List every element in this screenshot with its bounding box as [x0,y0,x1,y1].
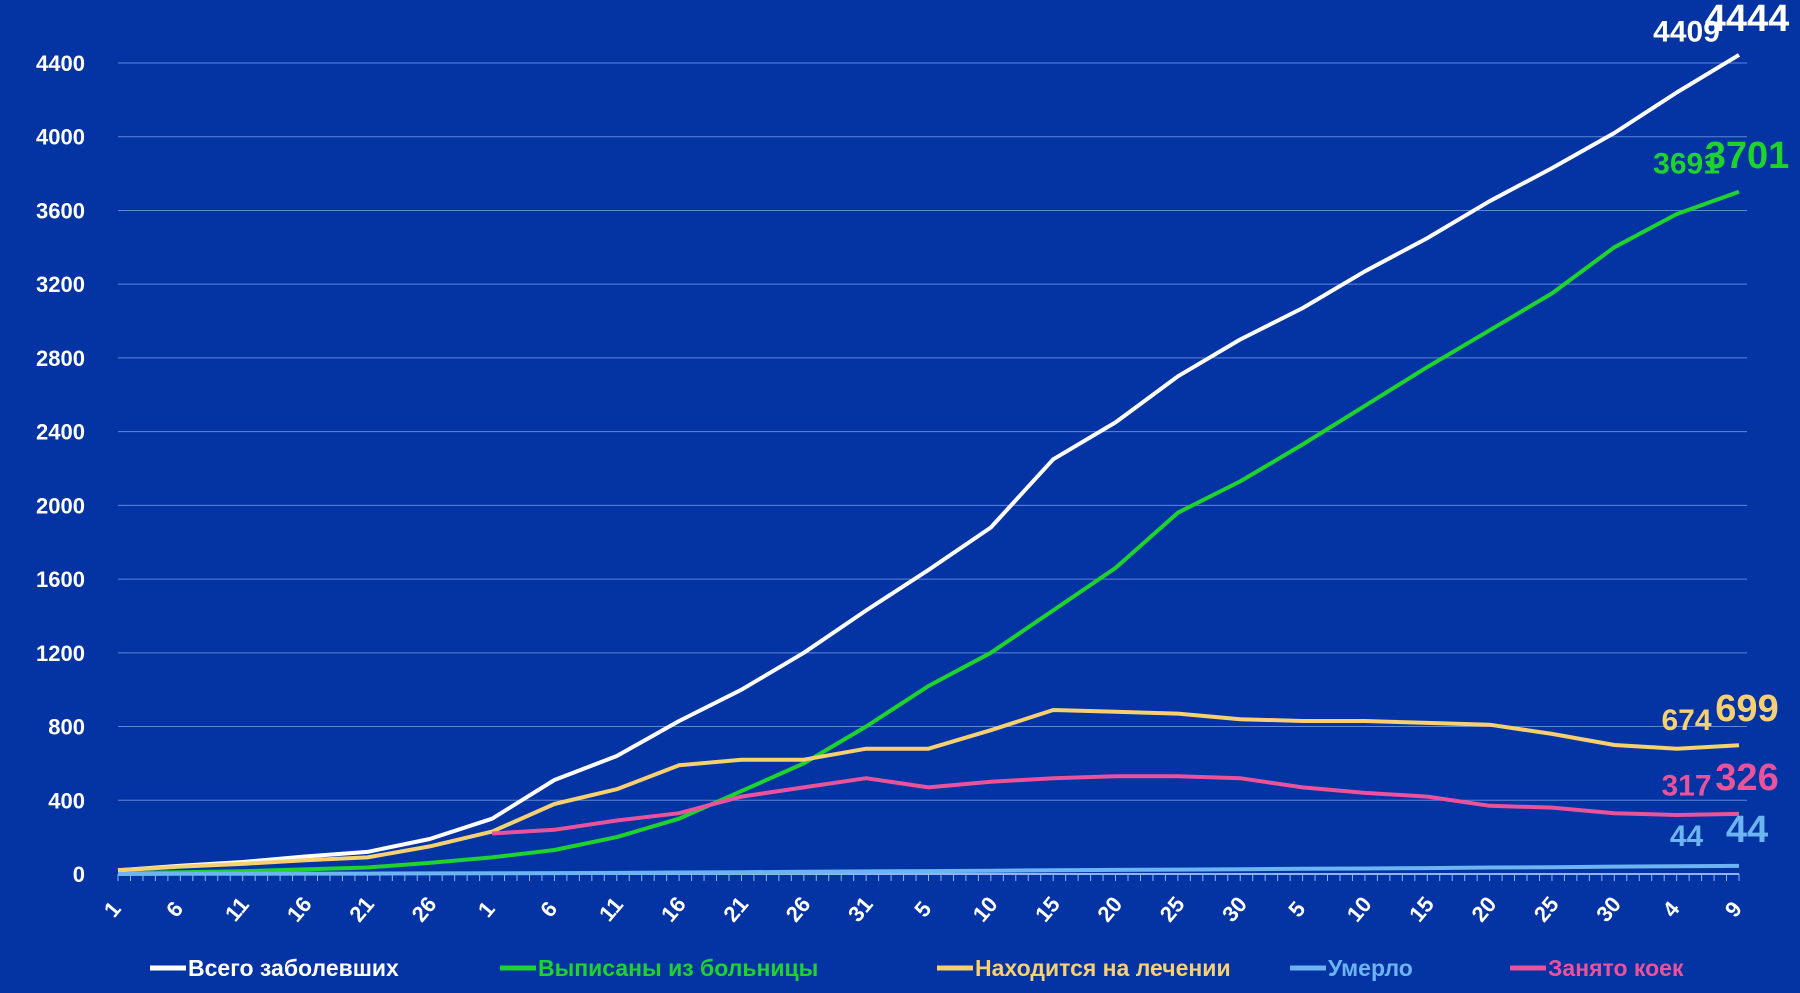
x-tick-label: 20 [1466,892,1501,927]
x-tick-label: 30 [1217,892,1252,927]
x-tick-label: 6 [535,896,562,921]
x-tick-label: 26 [407,892,442,927]
x-tick-label: 20 [1092,892,1127,927]
x-tick-label: 21 [718,892,753,927]
x-tick-label: 10 [1342,892,1377,927]
data-label: 44 [1670,820,1704,853]
y-tick-label: 3600 [36,198,85,223]
legend-label: Занято коек [1548,955,1684,981]
y-tick-label: 3200 [36,272,85,297]
x-tick-label: 5 [909,896,936,921]
y-tick-label: 2400 [36,420,85,445]
y-tick-label: 0 [73,862,85,887]
data-label: 317 [1661,770,1711,803]
x-tick-label: 15 [1030,892,1065,927]
x-tick-label: 31 [843,892,878,927]
data-label: 326 [1715,757,1778,799]
y-tick-label: 2000 [36,493,85,518]
x-tick-label: 16 [282,892,317,927]
data-label: 44 [1726,809,1768,851]
x-tick-label: 9 [1720,896,1747,921]
x-tick-label: 21 [344,892,379,927]
x-tick-label: 1 [473,896,500,921]
y-tick-label: 1200 [36,641,85,666]
series-line-4 [491,774,1740,836]
x-tick-label: 4 [1657,896,1685,922]
y-tick-label: 800 [48,715,85,740]
x-tick-label: 25 [1529,892,1564,927]
y-tick-label: 4400 [36,51,85,76]
data-label: 4409 [1653,15,1720,48]
x-tick-label: 15 [1404,892,1439,927]
x-tick-label: 10 [968,892,1003,927]
legend-label: Всего заболевших [188,955,399,981]
series-line-2 [117,708,1740,873]
y-tick-label: 1600 [36,567,85,592]
y-tick-label: 2800 [36,346,85,371]
data-label: 674 [1661,704,1711,737]
x-tick-label: 6 [161,896,188,921]
x-tick-label: 1 [99,896,126,921]
x-tick-label: 16 [656,892,691,927]
x-tick-label: 26 [781,892,816,927]
data-label: 699 [1715,688,1778,730]
x-tick-label: 30 [1591,892,1626,927]
x-tick-label: 11 [594,892,628,926]
x-tick-label: 5 [1283,896,1310,921]
series-line-1 [117,189,1740,876]
x-tick-label: 11 [220,892,254,926]
y-tick-label: 400 [48,788,85,813]
data-label: 4444 [1705,0,1790,40]
y-tick-label: 4000 [36,125,85,150]
legend-label: Находится на лечении [975,955,1231,981]
x-tick-label: 25 [1155,892,1190,927]
legend-label: Выписаны из больницы [538,955,818,981]
data-label: 3701 [1705,135,1790,177]
legend-label: Умерло [1328,955,1413,981]
data-label: 3691 [1653,148,1720,181]
